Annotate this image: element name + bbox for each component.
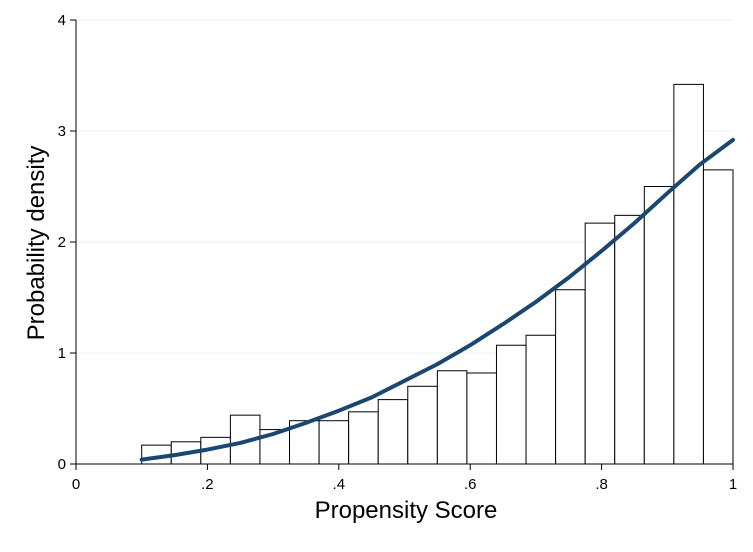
histogram-bar-6: [318, 420, 350, 465]
histogram-bar-12: [495, 344, 527, 465]
histogram-bar-10: [436, 370, 468, 465]
histogram-bar-19: [702, 169, 734, 465]
x-tick-label: .8: [595, 476, 608, 493]
x-tick-label: .2: [201, 476, 214, 493]
histogram-bar-14: [555, 289, 586, 465]
histogram-bar-15: [584, 222, 616, 465]
histogram-bar-7: [348, 411, 379, 465]
histogram-bars: [141, 83, 734, 465]
y-tick-label: 1: [58, 345, 66, 362]
y-tick-label: 4: [58, 12, 66, 29]
histogram-bar-11: [466, 372, 497, 465]
density-curve-layer: [139, 137, 735, 462]
y-tick-label: 0: [58, 456, 66, 473]
tick-labels: 0 .2 .4 .6 .8 1 0 1 2 3 4: [58, 12, 738, 493]
x-tick-label: .4: [333, 476, 346, 493]
y-tick-label: 3: [58, 123, 66, 140]
density-curve: [139, 137, 735, 462]
y-tick-label: 2: [58, 234, 66, 251]
histogram-bar-8: [377, 399, 409, 465]
histogram-bar-18: [673, 83, 704, 465]
histogram-bar-17: [643, 186, 675, 465]
x-tick-label: .6: [464, 476, 477, 493]
x-tick-label: 1: [729, 476, 737, 493]
histogram-bar-13: [525, 334, 557, 465]
y-axis-title: Probability density: [23, 146, 50, 341]
x-tick-label: 0: [72, 476, 80, 493]
histogram-bar-16: [614, 214, 645, 465]
histogram-bar-9: [407, 385, 438, 465]
x-axis-title: Propensity Score: [315, 497, 498, 524]
